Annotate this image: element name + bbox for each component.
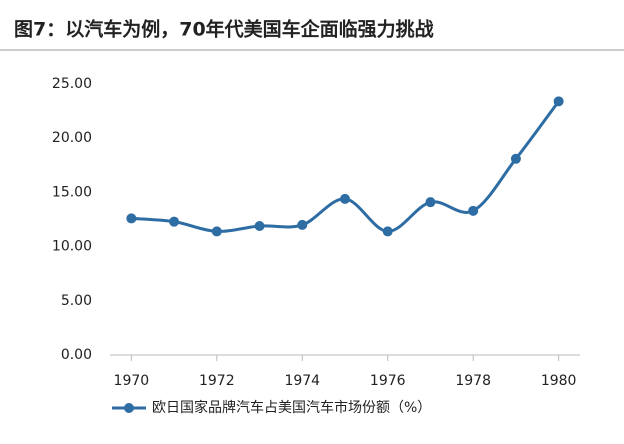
y-tick-label: 0.00 xyxy=(61,347,92,363)
data-point xyxy=(169,216,180,227)
data-point xyxy=(468,205,479,216)
legend-marker xyxy=(124,403,134,413)
data-point xyxy=(382,226,393,237)
y-tick-label: 25.00 xyxy=(52,76,92,92)
data-point xyxy=(126,213,137,224)
x-tick-label: 1976 xyxy=(370,373,406,389)
data-point xyxy=(510,153,521,164)
y-tick-label: 15.00 xyxy=(52,184,92,200)
data-point xyxy=(553,96,564,107)
legend-label: 欧日国家品牌汽车占美国汽车市场份额（%） xyxy=(152,399,431,416)
x-tick-label: 1980 xyxy=(541,373,577,389)
chart-title: 图7：以汽车为例，70年代美国车企面临强力挑战 xyxy=(14,18,434,41)
series-line xyxy=(131,100,560,233)
data-point xyxy=(254,221,265,232)
x-tick-label: 1974 xyxy=(284,373,320,389)
data-point xyxy=(340,193,350,204)
x-tick-label: 1978 xyxy=(455,373,491,389)
y-tick-label: 5.00 xyxy=(61,293,92,309)
data-point xyxy=(297,219,308,230)
x-tick-label: 1970 xyxy=(114,373,150,389)
x-tick-label: 1972 xyxy=(199,373,235,389)
data-point xyxy=(425,197,436,208)
data-point xyxy=(211,226,222,237)
y-tick-label: 20.00 xyxy=(52,130,92,146)
y-tick-label: 10.00 xyxy=(52,239,92,255)
